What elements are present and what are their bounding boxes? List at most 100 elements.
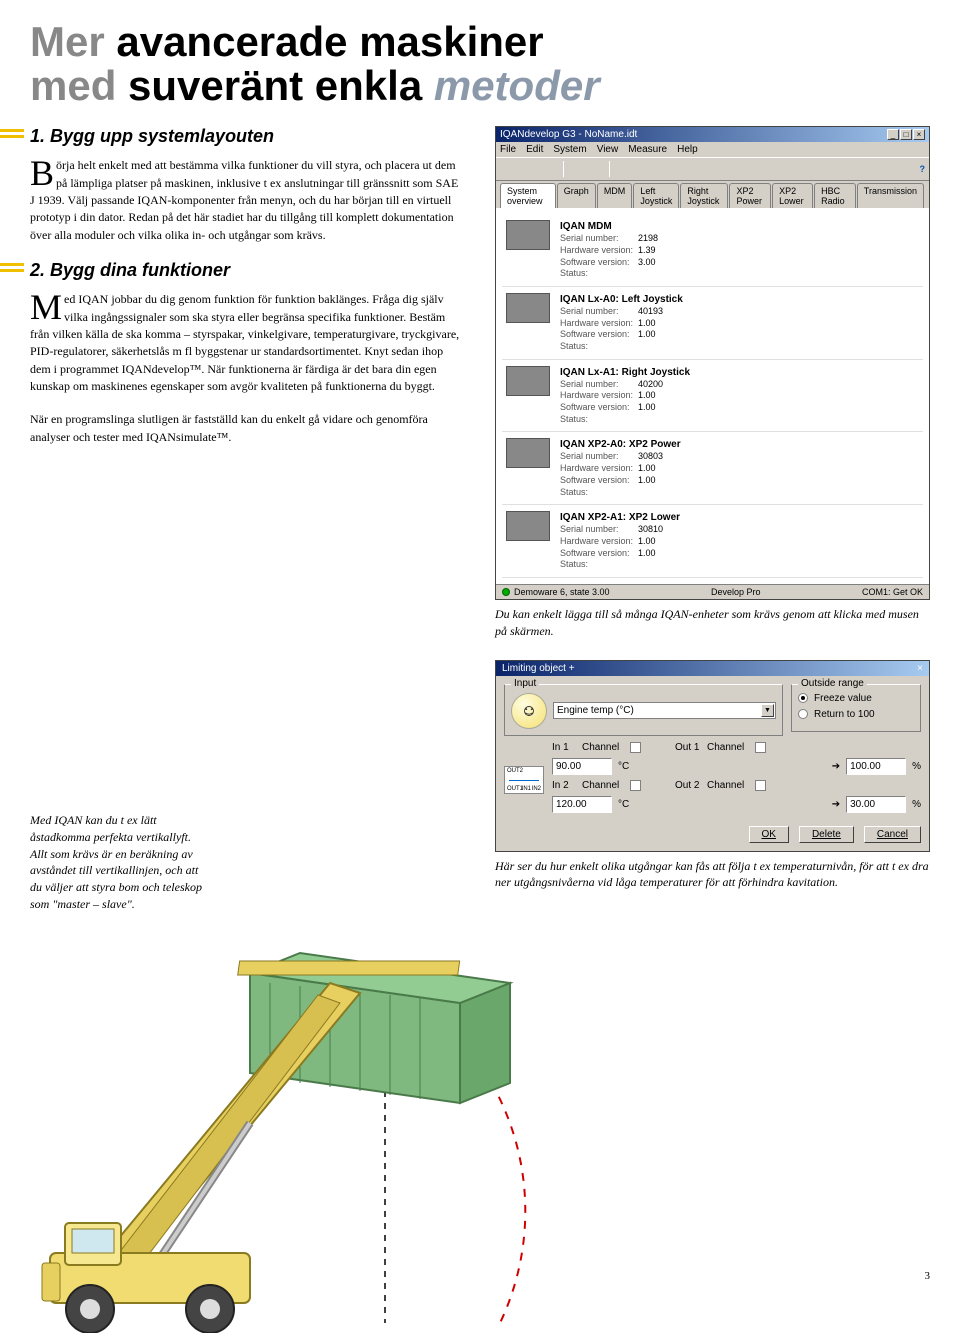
out2-input[interactable] bbox=[846, 796, 906, 813]
title-word: metoder bbox=[434, 62, 600, 109]
unit-label: % bbox=[912, 799, 921, 810]
status-text: Develop Pro bbox=[711, 587, 761, 597]
module-info: IQAN Lx-A0: Left JoystickSerial number:4… bbox=[560, 293, 683, 353]
tab[interactable]: Graph bbox=[557, 183, 596, 208]
module-row[interactable]: IQAN Lx-A0: Left JoystickSerial number:4… bbox=[502, 287, 923, 360]
toolbar-button[interactable] bbox=[655, 160, 673, 178]
reach-stacker-svg bbox=[30, 923, 630, 1333]
module-info: IQAN MDMSerial number:2198Hardware versi… bbox=[560, 220, 658, 280]
chevron-down-icon: ▼ bbox=[761, 704, 774, 717]
dropcap: M bbox=[30, 291, 64, 323]
close-button[interactable]: × bbox=[917, 663, 923, 674]
in1-input[interactable] bbox=[552, 758, 612, 775]
body-text: ed IQAN jobbar du dig genom funktion för… bbox=[30, 292, 459, 393]
window-title: IQANdevelop G3 - NoName.idt bbox=[500, 129, 637, 140]
status-led bbox=[502, 588, 510, 596]
toolbar-button[interactable] bbox=[500, 160, 518, 178]
module-row[interactable]: IQAN XP2-A1: XP2 LowerSerial number:3081… bbox=[502, 505, 923, 578]
menu-item[interactable]: Help bbox=[677, 144, 698, 155]
toolbar-button[interactable] bbox=[634, 160, 652, 178]
window-titlebar: IQANdevelop G3 - NoName.idt _ □ × bbox=[496, 127, 929, 142]
module-info: IQAN XP2-A0: XP2 PowerSerial number:3080… bbox=[560, 438, 681, 498]
menu-item[interactable]: Measure bbox=[628, 144, 667, 155]
module-icon bbox=[506, 366, 550, 396]
module-icon bbox=[506, 438, 550, 468]
menu-item[interactable]: Edit bbox=[526, 144, 543, 155]
label: In 1 bbox=[552, 742, 576, 753]
input-combo[interactable]: Engine temp (°C) ▼ bbox=[553, 702, 776, 719]
tab[interactable]: Left Joystick bbox=[633, 183, 679, 208]
label: Out 2 bbox=[675, 780, 701, 791]
separator bbox=[609, 161, 610, 177]
module-info: IQAN Lx-A1: Right JoystickSerial number:… bbox=[560, 366, 690, 426]
checkbox-out2-channel[interactable] bbox=[755, 780, 766, 791]
section-heading: 2. Bygg dina funktioner bbox=[30, 260, 465, 281]
menu-item[interactable]: System bbox=[553, 144, 586, 155]
graph-icon: OUT2 OUT1 IN1 IN2 bbox=[504, 766, 544, 794]
checkbox-out1-channel[interactable] bbox=[755, 742, 766, 753]
figure-caption: Du kan enkelt lägga till så många IQAN-e… bbox=[495, 606, 930, 640]
combo-value: Engine temp (°C) bbox=[557, 705, 634, 716]
help-icon[interactable]: ? bbox=[920, 164, 926, 174]
module-row[interactable]: IQAN XP2-A0: XP2 PowerSerial number:3080… bbox=[502, 432, 923, 505]
menu-item[interactable]: View bbox=[597, 144, 619, 155]
toolbar-button[interactable] bbox=[613, 160, 631, 178]
tab-bar: System overview Graph MDM Left Joystick … bbox=[496, 181, 929, 208]
unit-label: % bbox=[912, 761, 921, 772]
title-word: suveränt enkla bbox=[128, 62, 434, 109]
tab[interactable]: HBC Radio bbox=[814, 183, 856, 208]
checkbox-in1-channel[interactable] bbox=[630, 742, 641, 753]
status-text: Demoware 6, state 3.00 bbox=[514, 587, 610, 597]
ok-button[interactable]: OK bbox=[749, 826, 789, 843]
delete-button[interactable]: Delete bbox=[799, 826, 854, 843]
tab[interactable]: Transmission bbox=[857, 183, 924, 208]
body-paragraph: Börja helt enkelt med att bestämma vilka… bbox=[30, 157, 465, 244]
menubar: File Edit System View Measure Help bbox=[496, 142, 929, 157]
fieldset-legend: Outside range bbox=[798, 678, 867, 689]
figure-caption: Med IQAN kan du t ex lätt åstadkomma per… bbox=[30, 812, 210, 913]
tab[interactable]: MDM bbox=[597, 183, 633, 208]
radio-label: Return to 100 bbox=[814, 709, 875, 720]
out1-input[interactable] bbox=[846, 758, 906, 775]
tab[interactable]: XP2 Power bbox=[729, 183, 771, 208]
body-paragraph: Med IQAN jobbar du dig genom funktion fö… bbox=[30, 291, 465, 395]
radio-label: Freeze value bbox=[814, 693, 872, 704]
title-word: med bbox=[30, 62, 128, 109]
toolbar-button[interactable] bbox=[567, 160, 585, 178]
radio-freeze[interactable] bbox=[798, 693, 808, 703]
close-button[interactable]: × bbox=[913, 129, 925, 140]
maximize-button[interactable]: □ bbox=[900, 129, 912, 140]
toolbar-button[interactable] bbox=[588, 160, 606, 178]
checkbox-in2-channel[interactable] bbox=[630, 780, 641, 791]
module-row[interactable]: IQAN Lx-A1: Right JoystickSerial number:… bbox=[502, 360, 923, 433]
module-row[interactable]: IQAN MDMSerial number:2198Hardware versi… bbox=[502, 214, 923, 287]
cancel-button[interactable]: Cancel bbox=[864, 826, 921, 843]
status-bar: Demoware 6, state 3.00 Develop Pro COM1:… bbox=[496, 584, 929, 599]
app-window: IQANdevelop G3 - NoName.idt _ □ × File E… bbox=[495, 126, 930, 600]
toolbar-button[interactable] bbox=[542, 160, 560, 178]
title-word: Mer bbox=[30, 18, 116, 65]
minimize-button[interactable]: _ bbox=[887, 129, 899, 140]
right-column: IQANdevelop G3 - NoName.idt _ □ × File E… bbox=[495, 126, 930, 891]
label: In 2 bbox=[552, 780, 576, 791]
tab[interactable]: Right Joystick bbox=[680, 183, 728, 208]
radio-return100[interactable] bbox=[798, 709, 808, 719]
module-icon bbox=[506, 511, 550, 541]
toolbar-button[interactable] bbox=[521, 160, 539, 178]
module-info: IQAN XP2-A1: XP2 LowerSerial number:3081… bbox=[560, 511, 680, 571]
left-column: 1. Bygg upp systemlayouten Börja helt en… bbox=[30, 126, 465, 891]
menu-item[interactable]: File bbox=[500, 144, 516, 155]
toolbar: ? bbox=[496, 157, 929, 181]
title-word: avancerade maskiner bbox=[116, 18, 543, 65]
label: Channel bbox=[582, 742, 624, 753]
module-icon bbox=[506, 293, 550, 323]
body-paragraph: När en programslinga slutligen är fastst… bbox=[30, 411, 465, 446]
label: Channel bbox=[582, 780, 624, 791]
section-heading: 1. Bygg upp systemlayouten bbox=[30, 126, 465, 147]
body-text: örja helt enkelt med att bestämma vilka … bbox=[30, 158, 458, 242]
label: Channel bbox=[707, 780, 749, 791]
dialog-titlebar: Limiting object + × bbox=[496, 661, 929, 676]
lightbulb-icon bbox=[511, 693, 547, 729]
tab[interactable]: System overview bbox=[500, 183, 556, 208]
tab[interactable]: XP2 Lower bbox=[772, 183, 813, 208]
